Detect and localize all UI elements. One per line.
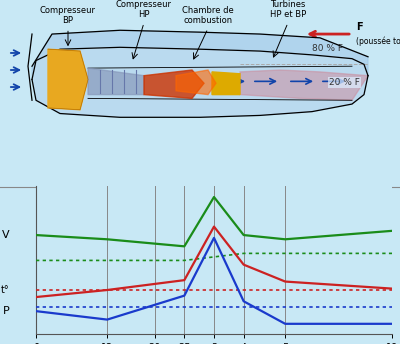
Polygon shape — [32, 47, 368, 117]
Text: Chambre de
combustion: Chambre de combustion — [182, 6, 234, 25]
Text: 20 % F: 20 % F — [329, 78, 360, 87]
Polygon shape — [48, 49, 88, 110]
Polygon shape — [212, 72, 240, 95]
Text: 80 % F: 80 % F — [312, 44, 344, 53]
Polygon shape — [240, 70, 368, 100]
Text: (poussée totale): (poussée totale) — [356, 36, 400, 45]
Text: Turbines
HP et BP: Turbines HP et BP — [270, 0, 306, 19]
Polygon shape — [88, 68, 144, 95]
Polygon shape — [176, 70, 216, 95]
Polygon shape — [32, 30, 368, 79]
Text: Compresseur
HP: Compresseur HP — [116, 0, 172, 19]
Text: V: V — [2, 230, 9, 240]
Text: t°: t° — [1, 285, 9, 295]
Text: Compresseur
BP: Compresseur BP — [40, 6, 96, 25]
Text: P: P — [2, 306, 9, 316]
Text: F: F — [356, 22, 363, 32]
Polygon shape — [144, 70, 204, 98]
